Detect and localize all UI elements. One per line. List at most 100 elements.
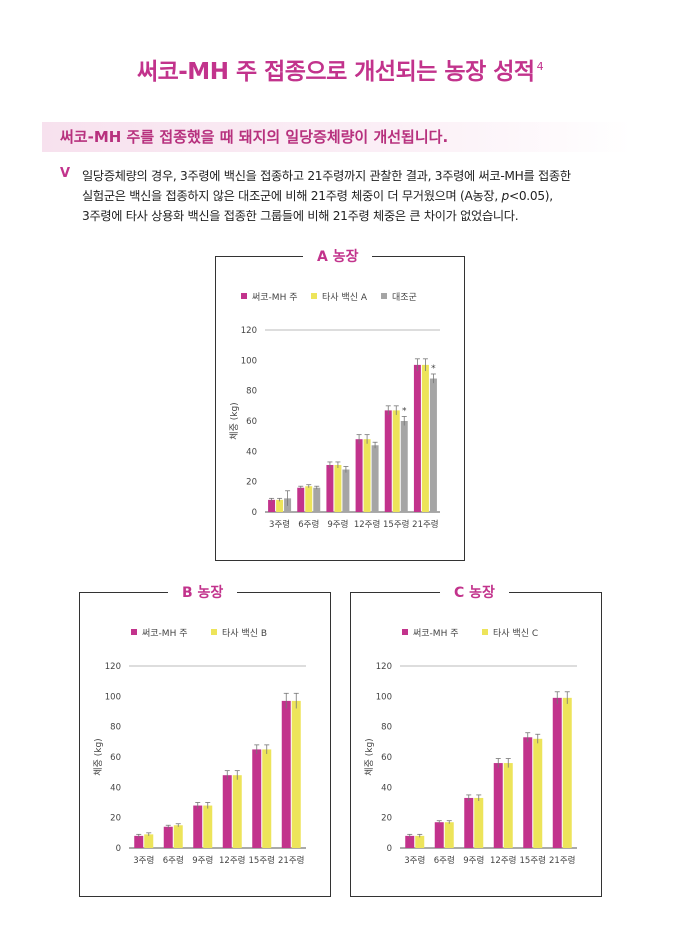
bar [493,763,503,848]
bar [415,835,425,848]
legend-label: 타사 백신 B [222,628,267,639]
p-value-symbol: p [501,189,510,203]
bar [134,835,144,848]
x-tick-label: 9주령 [192,855,213,866]
y-axis-label: 체중 (kg) [93,738,104,775]
x-tick-label: 9주령 [327,519,348,530]
x-tick-label: 6주령 [163,855,184,866]
y-tick-label: 0 [387,844,392,854]
y-tick-label: 100 [376,692,392,702]
bar [474,797,484,848]
bar [371,445,379,512]
y-tick-label: 60 [381,753,392,763]
bar [163,826,173,848]
y-tick-label: 80 [110,723,121,733]
y-tick-label: 0 [116,844,121,854]
y-tick-label: 40 [381,783,392,793]
bar [313,487,321,512]
bar [421,364,429,512]
para-line-2a: 실험군은 백신을 접종하지 않은 대조군에 비해 21주령 체중이 더 무거웠으… [82,189,502,203]
x-tick-label: 21주령 [412,519,438,530]
check-bullet-icon: V [60,166,71,181]
bar [193,805,203,848]
bar [203,805,213,848]
y-tick-label: 120 [241,326,257,336]
y-tick-label: 20 [110,814,121,824]
bar [305,486,313,512]
x-tick-label: 12주령 [354,519,380,530]
bar [503,763,513,848]
legend-label: 대조군 [392,292,417,303]
y-tick-label: 60 [246,417,257,427]
bar [562,697,572,848]
x-tick-label: 15주령 [383,519,409,530]
legend-label: 써코-MH 주 [142,628,187,639]
bar [334,464,342,512]
bar [222,775,232,848]
legend-label: 써코-MH 주 [413,628,458,639]
y-tick-label: 40 [110,783,121,793]
page-title: 써코-MH 주 접종으로 개선되는 농장 성적 4 [0,52,680,86]
x-tick-label: 6주령 [298,519,319,530]
y-tick-label: 120 [105,662,121,672]
y-tick-label: 40 [246,447,257,457]
bar [392,410,400,512]
significance-marker: * [402,406,407,416]
bar [355,439,363,512]
legend-swatch [241,293,247,299]
bar [413,364,421,512]
bar [276,499,284,512]
bar [144,834,154,848]
x-tick-label: 6주령 [434,855,455,866]
page-title-text: 써코-MH 주 접종으로 개선되는 농장 성적 [136,59,535,85]
y-tick-label: 100 [105,692,121,702]
chart-title-farm-b: B 농장 [168,582,238,602]
bar [232,775,242,848]
bar [444,822,454,848]
significance-marker: * [431,364,436,374]
para-line-3: 3주령에 타사 상용화 백신을 접종한 그룹들에 비해 21주령 체중은 큰 차… [82,209,519,223]
description-paragraph: 일당증체량의 경우, 3주령에 백신을 접종하고 21주령까지 관찰한 결과, … [82,166,642,226]
y-axis-label: 체중 (kg) [364,738,375,775]
bar [464,797,474,848]
bar [291,700,301,848]
footnote-ref: 4 [536,60,544,74]
legend-swatch [402,629,408,635]
y-axis-label: 체중 (kg) [229,402,240,439]
chart-farm-c: 써코-MH 주 타사 백신 C 0 20 40 60 80 100 120 체중 (kg) 3주령 6… [364,628,577,866]
bar [262,749,272,848]
section-subheading: 써코-MH 주를 접종했을 때 돼지의 일당증체량이 개선됩니다. [42,122,632,152]
y-tick-label: 20 [246,478,257,488]
bar [363,439,371,512]
x-tick-label: 12주령 [219,855,245,866]
y-tick-label: 100 [241,356,257,366]
bar [533,738,543,848]
x-tick-label: 15주령 [249,855,275,866]
y-tick-label: 80 [246,387,257,397]
bar [326,464,334,512]
legend-swatch [482,629,488,635]
x-tick-label: 3주령 [133,855,154,866]
y-tick-label: 80 [381,723,392,733]
chart-farm-a: 써코-MH 주 타사 백신 A 대조군 0 20 40 60 80 100 120 체중 (kg) 3… [229,292,440,530]
para-line-1: 일당증체량의 경우, 3주령에 백신을 접종하고 21주령까지 관찰한 결과, … [82,169,571,183]
bar [405,835,415,848]
legend-swatch [131,629,137,635]
para-line-2: 실험군은 백신을 접종하지 않은 대조군에 비해 21주령 체중이 더 무거웠으… [82,186,642,206]
x-tick-label: 9주령 [463,855,484,866]
chart-title-farm-c: C 농장 [440,582,509,602]
x-tick-label: 15주령 [520,855,546,866]
x-tick-label: 21주령 [278,855,304,866]
chart-farm-b: 써코-MH 주 타사 백신 B 0 20 40 60 80 100 120 체중 (kg) 3주령 6… [93,628,306,866]
bar [384,410,392,512]
bar [268,499,276,512]
bar [173,825,183,848]
bar [429,378,437,512]
bar [400,421,408,512]
y-tick-label: 60 [110,753,121,763]
legend-swatch [381,293,387,299]
x-tick-label: 21주령 [549,855,575,866]
bar [552,697,562,848]
legend-label: 타사 백신 A [322,292,368,303]
legend-swatch [211,629,217,635]
